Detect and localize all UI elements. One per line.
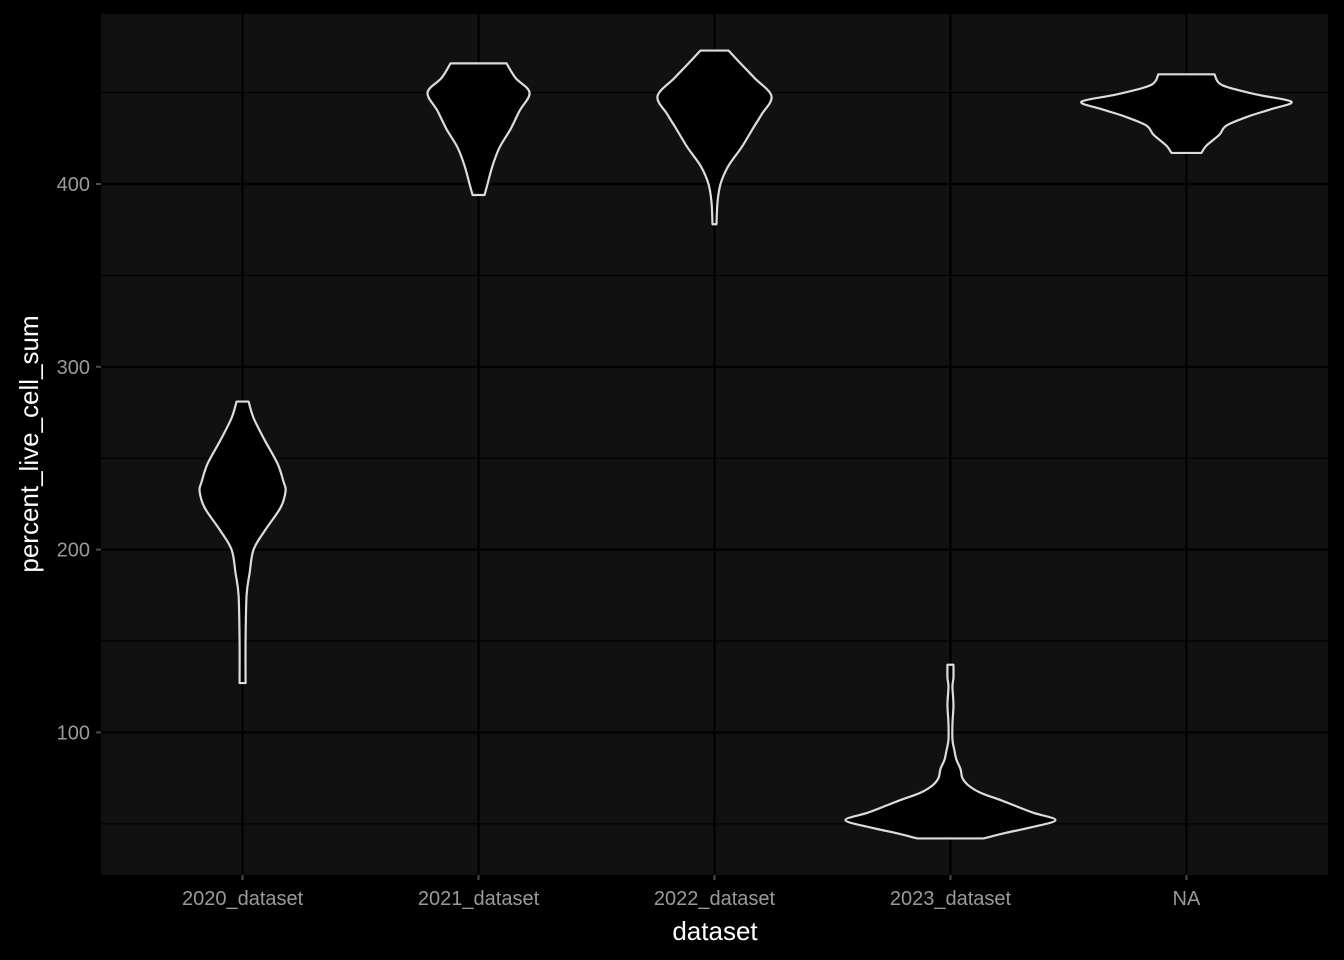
x-axis-title: dataset [672,916,758,946]
violins [198,49,1293,840]
violin-2021_dataset [426,62,531,197]
y-tick-label: 100 [57,722,90,744]
violin-2020_dataset [198,400,287,685]
y-tick-label: 200 [57,540,90,562]
grid-lines [101,14,1328,875]
x-tick-label: 2020_dataset [182,888,304,910]
violin-2022_dataset [656,49,773,226]
x-tick-label: NA [1173,888,1201,910]
violin-2023_dataset [844,663,1057,840]
y-tick-label: 400 [57,174,90,196]
y-tick-label: 300 [57,357,90,379]
axis-ticks: 100 200 300 400 2020_dataset 2021_dataset 2022… [57,174,1201,910]
x-tick-label: 2023_dataset [890,888,1012,910]
x-tick-label: 2022_dataset [654,888,776,910]
x-tick-label: 2021_dataset [418,888,540,910]
y-axis-title: percent_live_cell_sum [14,315,44,572]
violin-NA [1080,73,1293,155]
